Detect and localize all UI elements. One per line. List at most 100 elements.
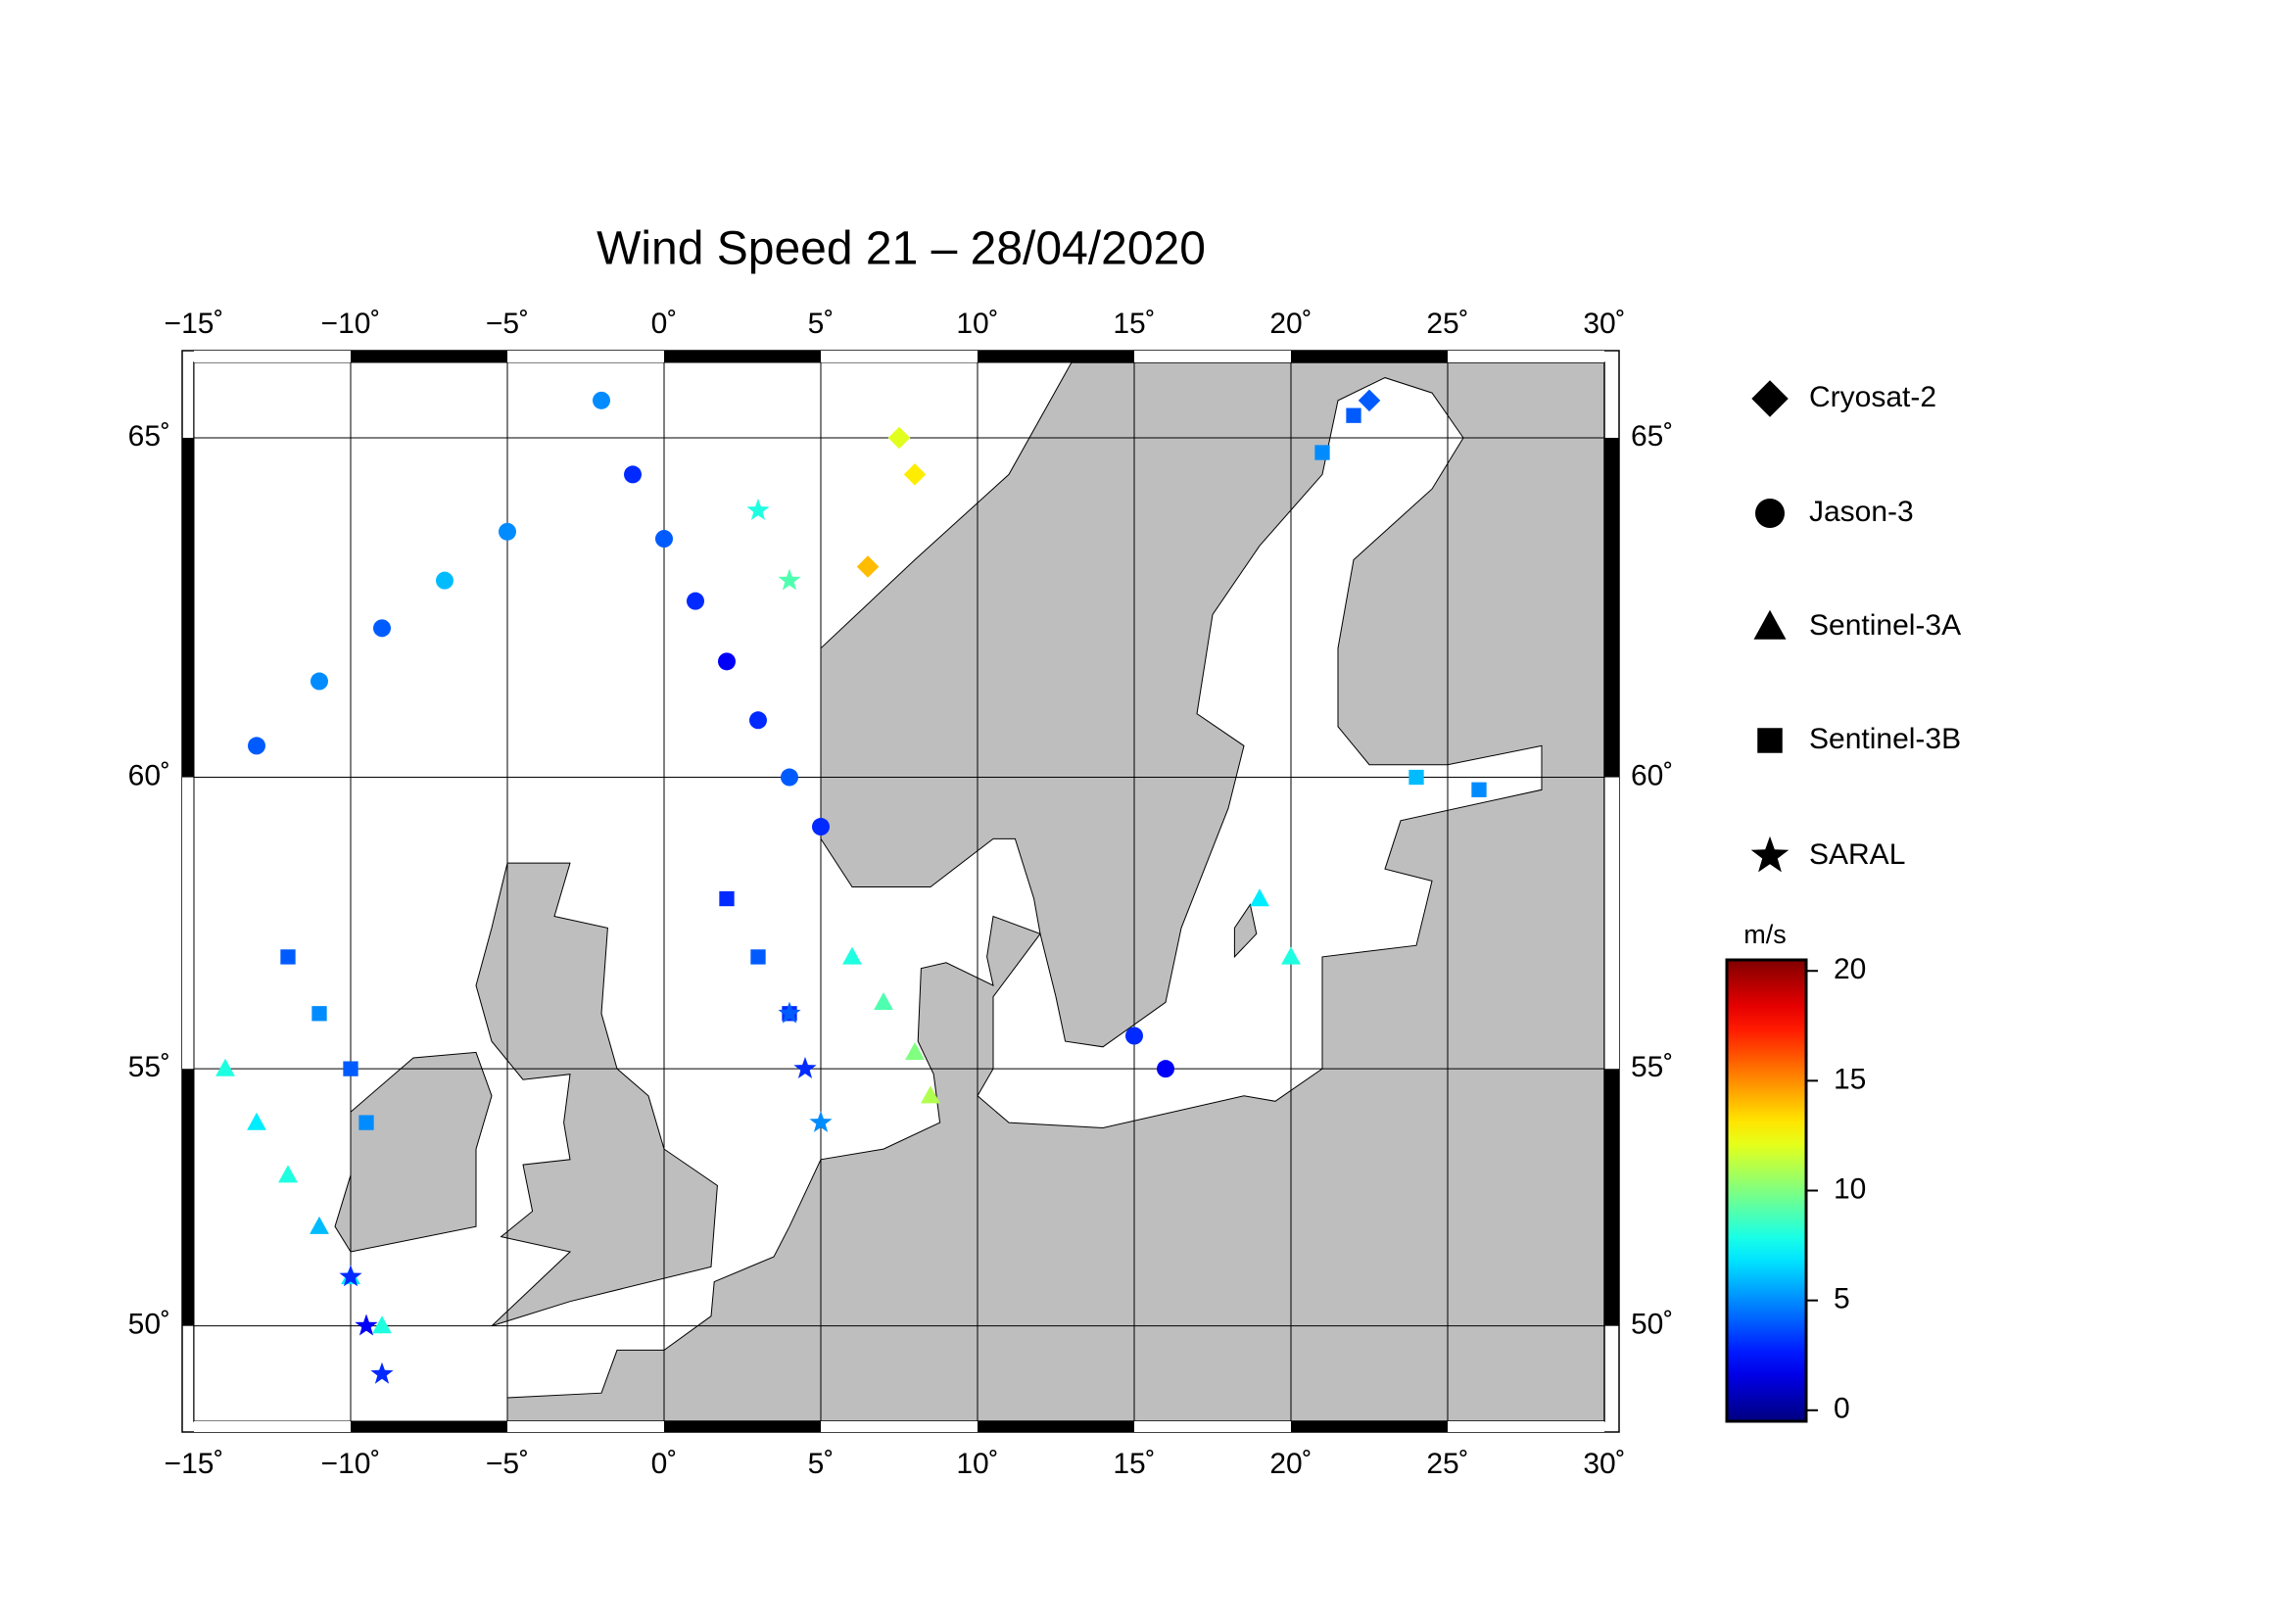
data-point (1471, 782, 1487, 797)
data-point (355, 1314, 378, 1336)
frame-bar (1448, 1421, 1604, 1432)
y-tick-label: 60˚ (1631, 759, 1673, 791)
colorbar-tick-label: 15 (1834, 1063, 1866, 1095)
legend-label: Cryosat-2 (1809, 381, 1936, 413)
legend-marker (1757, 728, 1783, 753)
data-point (593, 391, 610, 409)
frame-bar (182, 1069, 194, 1326)
data-point (624, 465, 642, 484)
data-point (358, 1115, 374, 1130)
data-point (778, 568, 801, 591)
y-tick-label: 65˚ (1631, 420, 1673, 453)
data-point (903, 463, 927, 486)
legend-marker (1753, 609, 1787, 640)
data-point (1314, 445, 1330, 460)
data-point (215, 1058, 235, 1076)
data-point (1250, 888, 1269, 907)
data-point (749, 711, 767, 730)
y-tick-label: 50˚ (128, 1309, 170, 1341)
data-point (343, 1061, 358, 1076)
data-point (373, 619, 391, 638)
data-point (793, 1057, 817, 1078)
frame-bar (1134, 351, 1291, 362)
data-point (842, 946, 862, 965)
frame-bar (664, 351, 821, 362)
data-point (370, 1361, 394, 1384)
frame-bar (1604, 777, 1619, 1070)
data-point (781, 768, 798, 787)
frame-bar (182, 777, 194, 1070)
legend-marker (1751, 380, 1789, 417)
y-tick-label: 60˚ (128, 759, 170, 791)
frame-bar (351, 1421, 507, 1432)
frame-bar (351, 351, 507, 362)
frame-bar (182, 437, 194, 778)
legend-label: Sentinel-3B (1809, 723, 1961, 755)
x-tick-label: 20˚ (1269, 1448, 1312, 1480)
data-point (1281, 946, 1301, 965)
data-point (746, 499, 770, 520)
x-tick-label: 10˚ (956, 308, 998, 340)
data-point (372, 1315, 392, 1334)
frame-bar (1291, 351, 1448, 362)
frame-bar (1448, 351, 1604, 362)
data-point (247, 1112, 266, 1130)
data-point (310, 672, 328, 691)
x-tick-label: −5˚ (486, 1448, 529, 1480)
legend-label: Sentinel-3A (1809, 609, 1961, 642)
frame-bar (194, 1421, 351, 1432)
y-tick-label: 65˚ (128, 420, 170, 453)
x-tick-label: 25˚ (1426, 308, 1468, 340)
frame-bar (978, 351, 1134, 362)
data-point (719, 890, 735, 907)
data-point (655, 530, 673, 549)
colorbar (1725, 958, 1808, 1423)
data-point (1125, 1027, 1143, 1045)
data-point (718, 652, 736, 671)
x-tick-label: 20˚ (1269, 308, 1312, 340)
x-tick-label: −15˚ (165, 1448, 224, 1480)
data-point (436, 571, 453, 590)
land (1233, 903, 1258, 959)
data-point (905, 1042, 925, 1060)
data-point (278, 1165, 298, 1183)
data-point (921, 1085, 940, 1104)
frame-bar (1604, 1069, 1619, 1326)
x-tick-label: −5˚ (486, 308, 529, 340)
data-point (339, 1265, 362, 1287)
data-point (1408, 769, 1424, 786)
legend-marker (1755, 499, 1785, 528)
colorbar-tick-label: 10 (1834, 1172, 1866, 1205)
data-point (280, 949, 296, 965)
y-tick-label: 50˚ (1631, 1309, 1673, 1341)
frame-bar (821, 351, 978, 362)
frame-bar (1604, 437, 1619, 778)
y-tick-label: 55˚ (128, 1051, 170, 1083)
x-tick-label: 30˚ (1583, 308, 1625, 340)
legend-label: SARAL (1809, 838, 1905, 871)
land (475, 862, 718, 1327)
x-tick-label: 0˚ (651, 308, 678, 340)
x-tick-label: 15˚ (1113, 1448, 1155, 1480)
frame-bar (507, 1421, 664, 1432)
frame-bar (821, 1421, 978, 1432)
colorbar-label: m/s (1743, 920, 1787, 949)
map-title: Wind Speed 21 – 28/04/2020 (597, 223, 1206, 275)
sea (977, 377, 1543, 1129)
legend-label: Jason-3 (1809, 496, 1914, 528)
frame-bar (1291, 1421, 1448, 1432)
data-point (248, 737, 265, 755)
x-tick-label: 25˚ (1426, 1448, 1468, 1480)
data-point (856, 555, 880, 578)
x-tick-label: −10˚ (321, 1448, 381, 1480)
x-tick-label: −15˚ (165, 308, 224, 340)
data-point (887, 426, 911, 450)
colorbar-tick-label: 0 (1834, 1393, 1850, 1425)
x-tick-label: 30˚ (1583, 1448, 1625, 1480)
colorbar-tick-label: 5 (1834, 1283, 1850, 1315)
data-point (1358, 389, 1381, 412)
data-point (812, 818, 830, 836)
y-tick-label: 55˚ (1631, 1051, 1673, 1083)
x-tick-label: 5˚ (808, 1448, 835, 1480)
